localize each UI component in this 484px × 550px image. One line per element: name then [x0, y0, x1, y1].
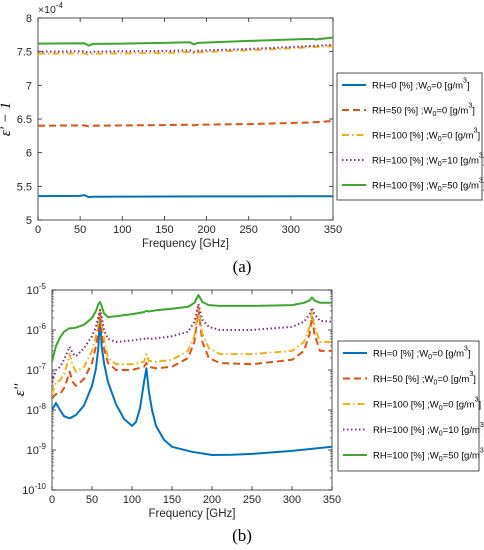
plot-area — [51, 289, 333, 491]
caption-a: (a) — [232, 257, 252, 276]
caption-b: (b) — [232, 526, 252, 545]
y-tick-label-0: 10-10 — [22, 482, 46, 497]
y-tick-label-0: 5 — [26, 215, 32, 227]
x-tick-label-4: 200 — [197, 224, 215, 236]
x-tick-label-5: 250 — [243, 494, 261, 506]
legend-label-1: RH=50 [%] ;W0=0 [g/m3] — [372, 103, 475, 119]
x-tick-label-3: 150 — [163, 494, 181, 506]
legend-label-1: RH=50 [%] ;W0=0 [g/m3] — [373, 371, 476, 387]
y-tick-label-6: 8 — [26, 13, 32, 25]
x-tick-label-1: 50 — [86, 494, 98, 506]
legend-box — [337, 340, 480, 472]
legend-label-0: RH=0 [%] ;W0=0 [g/m3] — [373, 346, 471, 362]
x-tick-label-4: 200 — [203, 494, 221, 506]
y-tick-label-2: 6 — [26, 148, 32, 160]
y-tick-label-2: 10-8 — [27, 402, 47, 417]
legend-label-4: RH=100 [%] ;W0=50 [g/m3] — [372, 178, 484, 194]
series-line-1 — [52, 308, 332, 399]
y-tick-label-4: 7 — [26, 80, 32, 92]
series-line-3 — [52, 302, 332, 383]
legend-label-4: RH=100 [%] ;W0=50 [g/m3] — [373, 448, 484, 464]
y-tick-label-5: 7.5 — [17, 47, 32, 59]
y-tick-label-3: 10-7 — [27, 362, 47, 377]
legend-label-3: RH=100 [%] ;W0=10 [g/m3] — [373, 422, 484, 438]
x-tick-label-2: 100 — [123, 494, 141, 506]
legend-box — [336, 72, 483, 201]
series-line-0 — [38, 194, 333, 199]
series-line-4 — [38, 36, 333, 47]
legend-label-2: RH=100 [%] ;W0=0 [g/m3] — [372, 128, 480, 144]
series-line-0 — [52, 312, 332, 456]
x-tick-label-5: 250 — [240, 224, 258, 236]
series-line-4 — [52, 294, 332, 363]
x-axis-label: Frequency [GHz] — [149, 508, 236, 520]
legend-label-2: RH=100 [%] ;W0=0 [g/m3] — [373, 397, 481, 413]
legend-label-0: RH=0 [%] ;W0=0 [g/m3] — [372, 78, 470, 94]
y-axis-label: ε'' — [12, 383, 28, 396]
y-axis-label: ε' − 1 — [0, 102, 14, 136]
chart-a: 0 50 100 150 200 250 300 350 5 5.5 6 6.5 7 7.5 8 ×10-4 F… — [0, 1, 484, 250]
chart-b: 0 50 100 150 200 250 300 350 10-10 10-9 10-8 10-7 10… — [12, 282, 484, 520]
y-tick-label-4: 10-6 — [27, 322, 47, 337]
series-line-1 — [38, 120, 333, 128]
x-axis-label: Frequency [GHz] — [142, 238, 229, 250]
x-tick-label-6: 300 — [282, 224, 300, 236]
x-tick-label-3: 150 — [155, 224, 173, 236]
x-tick-label-2: 100 — [113, 224, 131, 236]
legend-label-3: RH=100 [%] ;W0=10 [g/m3] — [372, 153, 484, 169]
y-tick-label-3: 6.5 — [17, 114, 32, 126]
x-tick-label-6: 300 — [283, 494, 301, 506]
series-line-3 — [38, 43, 333, 54]
y-multiplier: ×10-4 — [38, 1, 63, 16]
x-tick-label-0: 0 — [35, 224, 41, 236]
y-tick-label-1: 5.5 — [17, 181, 32, 193]
series-line-2 — [52, 304, 332, 395]
y-tick-label-5: 10-5 — [27, 282, 47, 297]
x-tick-label-7: 350 — [323, 494, 341, 506]
x-tick-label-7: 350 — [324, 224, 342, 236]
x-tick-label-0: 0 — [49, 494, 55, 506]
y-tick-label-1: 10-9 — [27, 442, 47, 457]
x-tick-label-1: 50 — [74, 224, 86, 236]
